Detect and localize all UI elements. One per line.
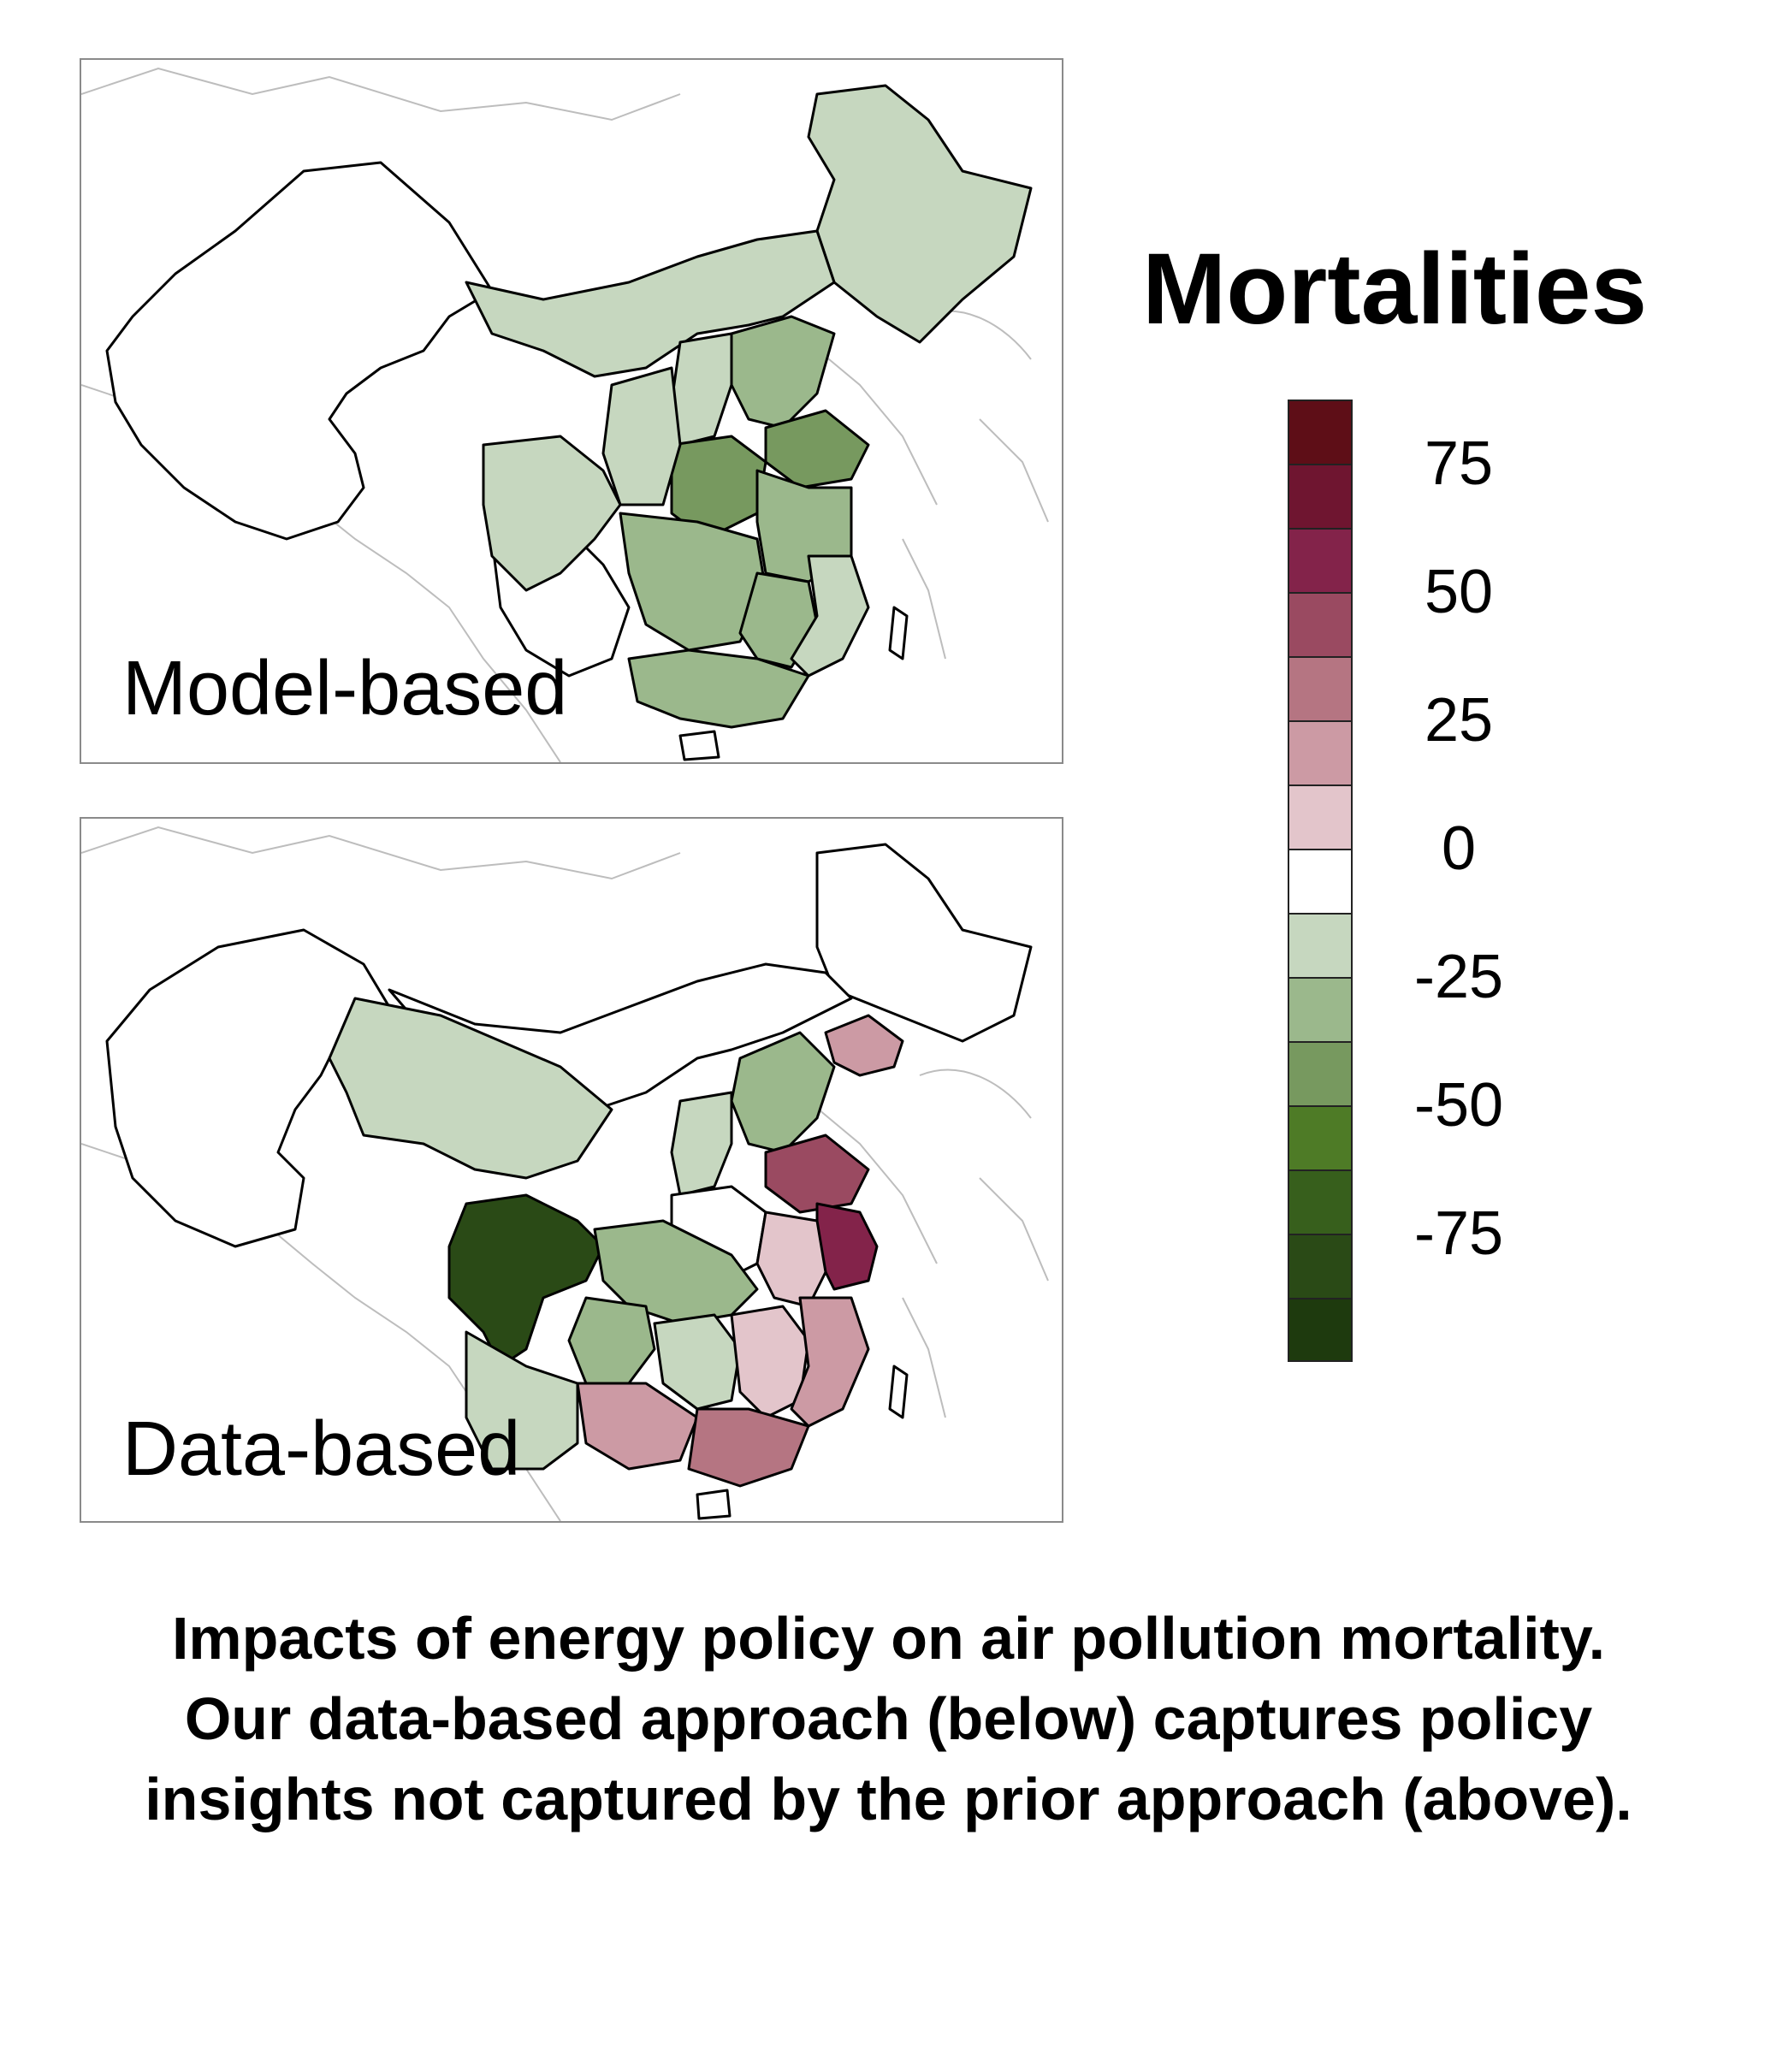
region-jiangxi: [738, 571, 819, 669]
caption-line: Our data-based approach (below) captures…: [184, 1685, 1593, 1752]
region-guangxi: [576, 1382, 699, 1471]
legend-swatch: [1288, 400, 1353, 464]
model-based-map-panel: Model-based: [80, 58, 1063, 764]
region-shandong: [764, 1134, 870, 1214]
region-hubei-hunan: [619, 512, 767, 652]
legend-swatch: [1288, 464, 1353, 528]
legend-swatch: [1288, 528, 1353, 592]
region-west-china: [105, 161, 494, 541]
legend-swatch: [1288, 784, 1353, 849]
region-hainan: [678, 730, 720, 761]
legend-tick-label: 75: [1424, 429, 1494, 498]
region-zhejiang-fujian: [790, 554, 870, 678]
legend-swatch: [1288, 1105, 1353, 1169]
region-sichuan: [482, 435, 622, 592]
legend-swatch: [1288, 656, 1353, 720]
region-guizhou: [567, 1296, 656, 1385]
figure-caption: Impacts of energy policy on air pollutio…: [0, 1598, 1777, 1839]
region-heilongjiang-jilin-liaoning: [807, 84, 1033, 344]
region-inner-mongolia: [465, 229, 836, 378]
region-taiwan: [888, 606, 909, 660]
region-sichuan: [447, 1193, 605, 1368]
legend-swatch: [1288, 720, 1353, 784]
legend-swatch: [1288, 1234, 1353, 1298]
region-hebei: [730, 315, 836, 429]
region-hebei: [730, 1031, 836, 1154]
legend-tick-label: 25: [1424, 686, 1494, 755]
region-yunnan: [465, 1330, 579, 1471]
panel-label: Data-based: [122, 1406, 521, 1492]
province-polygons: [105, 84, 1033, 761]
legend-title: Mortalities: [1142, 233, 1648, 346]
region-taiwan: [888, 1365, 909, 1419]
region-guangdong-guangxi: [627, 648, 810, 729]
region-anhui: [755, 1211, 827, 1308]
legend-tick-label: -50: [1413, 1071, 1504, 1140]
model-based-map: [81, 67, 1049, 762]
region-shandong: [764, 409, 870, 489]
region-jiangsu: [815, 1202, 879, 1291]
caption-line: insights not captured by the prior appro…: [145, 1766, 1632, 1832]
region-shaanxi: [601, 366, 682, 506]
legend-tick-label: 0: [1441, 814, 1477, 883]
legend-swatch: [1288, 849, 1353, 913]
legend-tick-label: 50: [1424, 558, 1494, 626]
region-liaoning: [824, 1014, 904, 1077]
legend-tick-label: -75: [1413, 1199, 1504, 1268]
data-based-map-panel: Data-based: [80, 817, 1063, 1523]
province-polygons: [105, 843, 1033, 1520]
region-northeast: [815, 843, 1033, 1043]
region-guangdong: [687, 1407, 810, 1488]
legend-swatch: [1288, 1041, 1353, 1105]
region-shanxi: [670, 332, 733, 447]
panel-label: Model-based: [122, 646, 568, 731]
caption-line: Impacts of energy policy on air pollutio…: [171, 1605, 1606, 1672]
legend-swatch: [1288, 1298, 1353, 1362]
legend-tick-label: -25: [1413, 943, 1504, 1011]
region-west-china: [105, 928, 391, 1248]
legend-swatch: [1288, 913, 1353, 977]
legend-swatch: [1288, 977, 1353, 1041]
legend-swatch: [1288, 592, 1353, 656]
data-based-map: [81, 826, 1049, 1521]
region-qinghai-gansu: [328, 997, 613, 1180]
legend-color-bar: [1288, 400, 1353, 1362]
legend-swatch: [1288, 1169, 1353, 1234]
region-hainan: [696, 1489, 732, 1520]
region-hunan: [653, 1313, 742, 1411]
region-shanxi: [670, 1091, 733, 1197]
region-zhejiang-fujian: [790, 1296, 870, 1428]
